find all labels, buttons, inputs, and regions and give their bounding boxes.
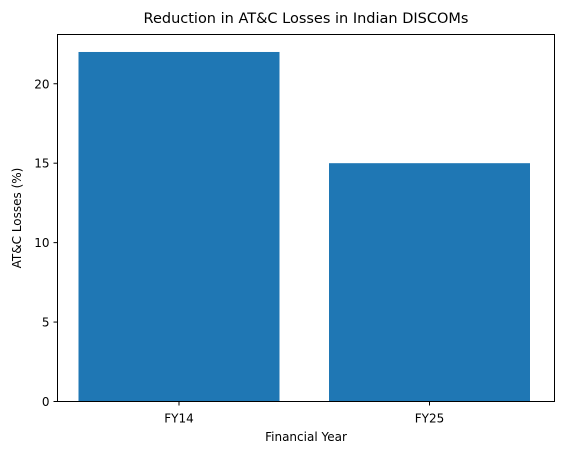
x-tick-label: FY14 (164, 412, 194, 426)
y-tick-label: 0 (42, 395, 50, 409)
x-axis-label: Financial Year (265, 430, 347, 444)
y-axis: 0 5 10 15 20 (34, 77, 58, 409)
bars-group (78, 51, 530, 402)
y-tick-label: 10 (34, 236, 49, 250)
plot-area-frame (57, 34, 555, 402)
x-tick-label: FY25 (415, 412, 445, 426)
y-tick-label: 5 (42, 316, 50, 330)
chart-title: Reduction in AT&C Losses in Indian DISCO… (144, 11, 469, 27)
y-axis-label: AT&C Losses (%) (10, 168, 24, 269)
y-tick-label: 20 (34, 77, 49, 91)
x-axis: FY14 FY25 (164, 401, 445, 426)
bar-fy14 (78, 51, 280, 402)
y-tick-label: 15 (34, 157, 49, 171)
bar-fy25 (329, 163, 530, 402)
